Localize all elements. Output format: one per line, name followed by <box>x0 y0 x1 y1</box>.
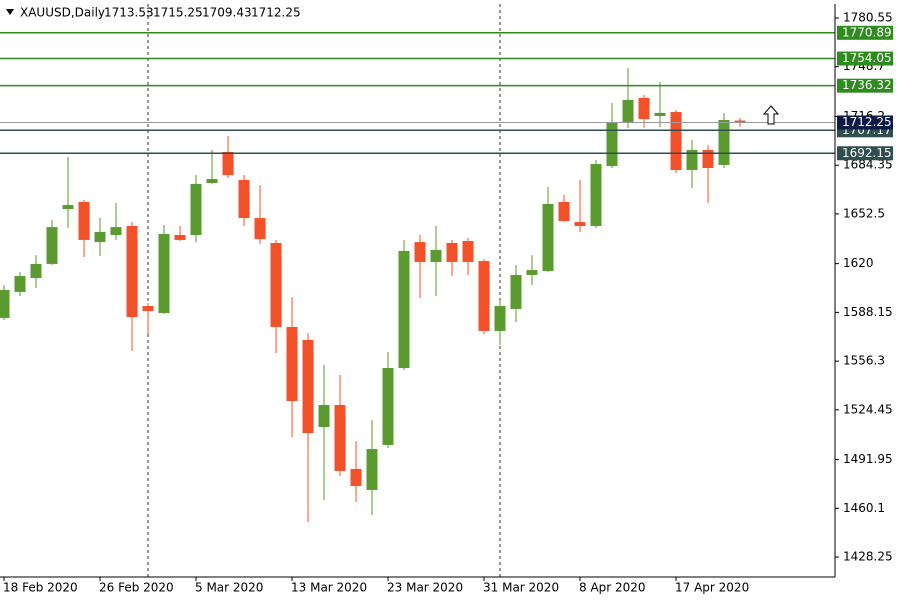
y-tick-label: 1428.25 <box>843 550 893 564</box>
level-tag-label: 1754.05 <box>842 51 892 65</box>
candle-body <box>510 274 522 309</box>
menu-triangle[interactable] <box>6 9 14 15</box>
y-tick-label: 1620 <box>843 256 874 270</box>
header-high: 1715.25 <box>153 6 203 20</box>
candle-body <box>350 468 362 486</box>
symbol-title: XAUUSD,Daily <box>20 6 105 20</box>
x-tick-label: 8 Apr 2020 <box>579 581 646 595</box>
candle-body <box>254 218 266 240</box>
y-tick-label: 1491.95 <box>843 452 893 466</box>
candle-body <box>302 339 314 434</box>
candle-body <box>670 112 682 171</box>
candle-body <box>334 405 346 471</box>
level-tag <box>837 51 893 66</box>
candle-body <box>270 242 282 327</box>
x-tick-label: 23 Mar 2020 <box>387 581 463 595</box>
current-price-label: 1712.25 <box>842 115 892 129</box>
candle-body <box>638 97 650 120</box>
level-tag-label: 1692.15 <box>842 146 892 160</box>
header-close: 1712.25 <box>251 6 301 20</box>
x-tick-label: 18 Feb 2020 <box>3 581 78 595</box>
candle-body <box>110 227 122 236</box>
y-tick-label: 1460.1 <box>843 501 885 515</box>
level-tag-label: 1736.32 <box>842 78 892 92</box>
candle-body <box>318 405 330 428</box>
y-tick-label: 1652.5 <box>843 206 885 220</box>
candle-body <box>590 164 602 227</box>
candle-body <box>542 203 554 271</box>
candle-body <box>686 149 698 171</box>
candle-body <box>654 112 666 116</box>
candle-body <box>30 263 42 279</box>
candle-body <box>558 201 570 221</box>
candle-body <box>574 222 586 227</box>
candle-body <box>174 235 186 240</box>
plot-area <box>0 4 835 577</box>
candle-body <box>78 201 90 240</box>
level-tag <box>837 25 893 40</box>
buy-arrow-icon <box>762 105 780 125</box>
level-tag <box>837 146 893 161</box>
candle-body <box>446 242 458 262</box>
candle-body <box>414 242 426 262</box>
candle-body <box>382 367 394 445</box>
y-tick-label: 1524.45 <box>843 402 893 416</box>
level-tag <box>837 78 893 93</box>
x-tick-label: 31 Mar 2020 <box>483 581 559 595</box>
candle-body <box>526 270 538 275</box>
candle-body <box>46 227 58 264</box>
candle-body <box>398 250 410 368</box>
x-tick-label: 17 Apr 2020 <box>675 581 749 595</box>
x-tick-label: 13 Mar 2020 <box>291 581 367 595</box>
candle-body <box>222 151 234 176</box>
candle-body <box>14 276 26 292</box>
candle-body <box>206 179 218 184</box>
candle-body <box>158 233 170 314</box>
candle-body <box>606 121 618 167</box>
candle-body <box>718 119 730 165</box>
current-price-tag <box>837 115 893 130</box>
y-tick-label: 1556.3 <box>843 354 885 368</box>
y-tick-label: 1684.35 <box>843 158 893 172</box>
header-open: 1713.53 <box>104 6 154 20</box>
candle-body <box>62 205 74 210</box>
candle-body <box>622 99 634 122</box>
header-low: 1709.43 <box>202 6 252 20</box>
candle-body <box>190 183 202 236</box>
candle-body <box>126 226 138 318</box>
candle-body <box>478 261 490 331</box>
candle-body <box>0 289 10 318</box>
candle-body <box>94 231 106 243</box>
y-tick-label: 1780.55 <box>843 10 893 24</box>
candle-body <box>286 326 298 402</box>
candle-body <box>430 250 442 262</box>
y-tick-label: 1588.15 <box>843 305 893 319</box>
candle-body <box>142 306 154 312</box>
x-tick-label: 5 Mar 2020 <box>195 581 263 595</box>
x-tick-label: 26 Feb 2020 <box>99 581 174 595</box>
candle-body <box>238 179 250 219</box>
candle-body <box>734 120 746 123</box>
candle-body <box>366 449 378 490</box>
candle-body <box>494 306 506 331</box>
candle-body <box>702 149 714 169</box>
level-tag-label: 1770.89 <box>842 25 892 39</box>
candle-body <box>462 241 474 262</box>
